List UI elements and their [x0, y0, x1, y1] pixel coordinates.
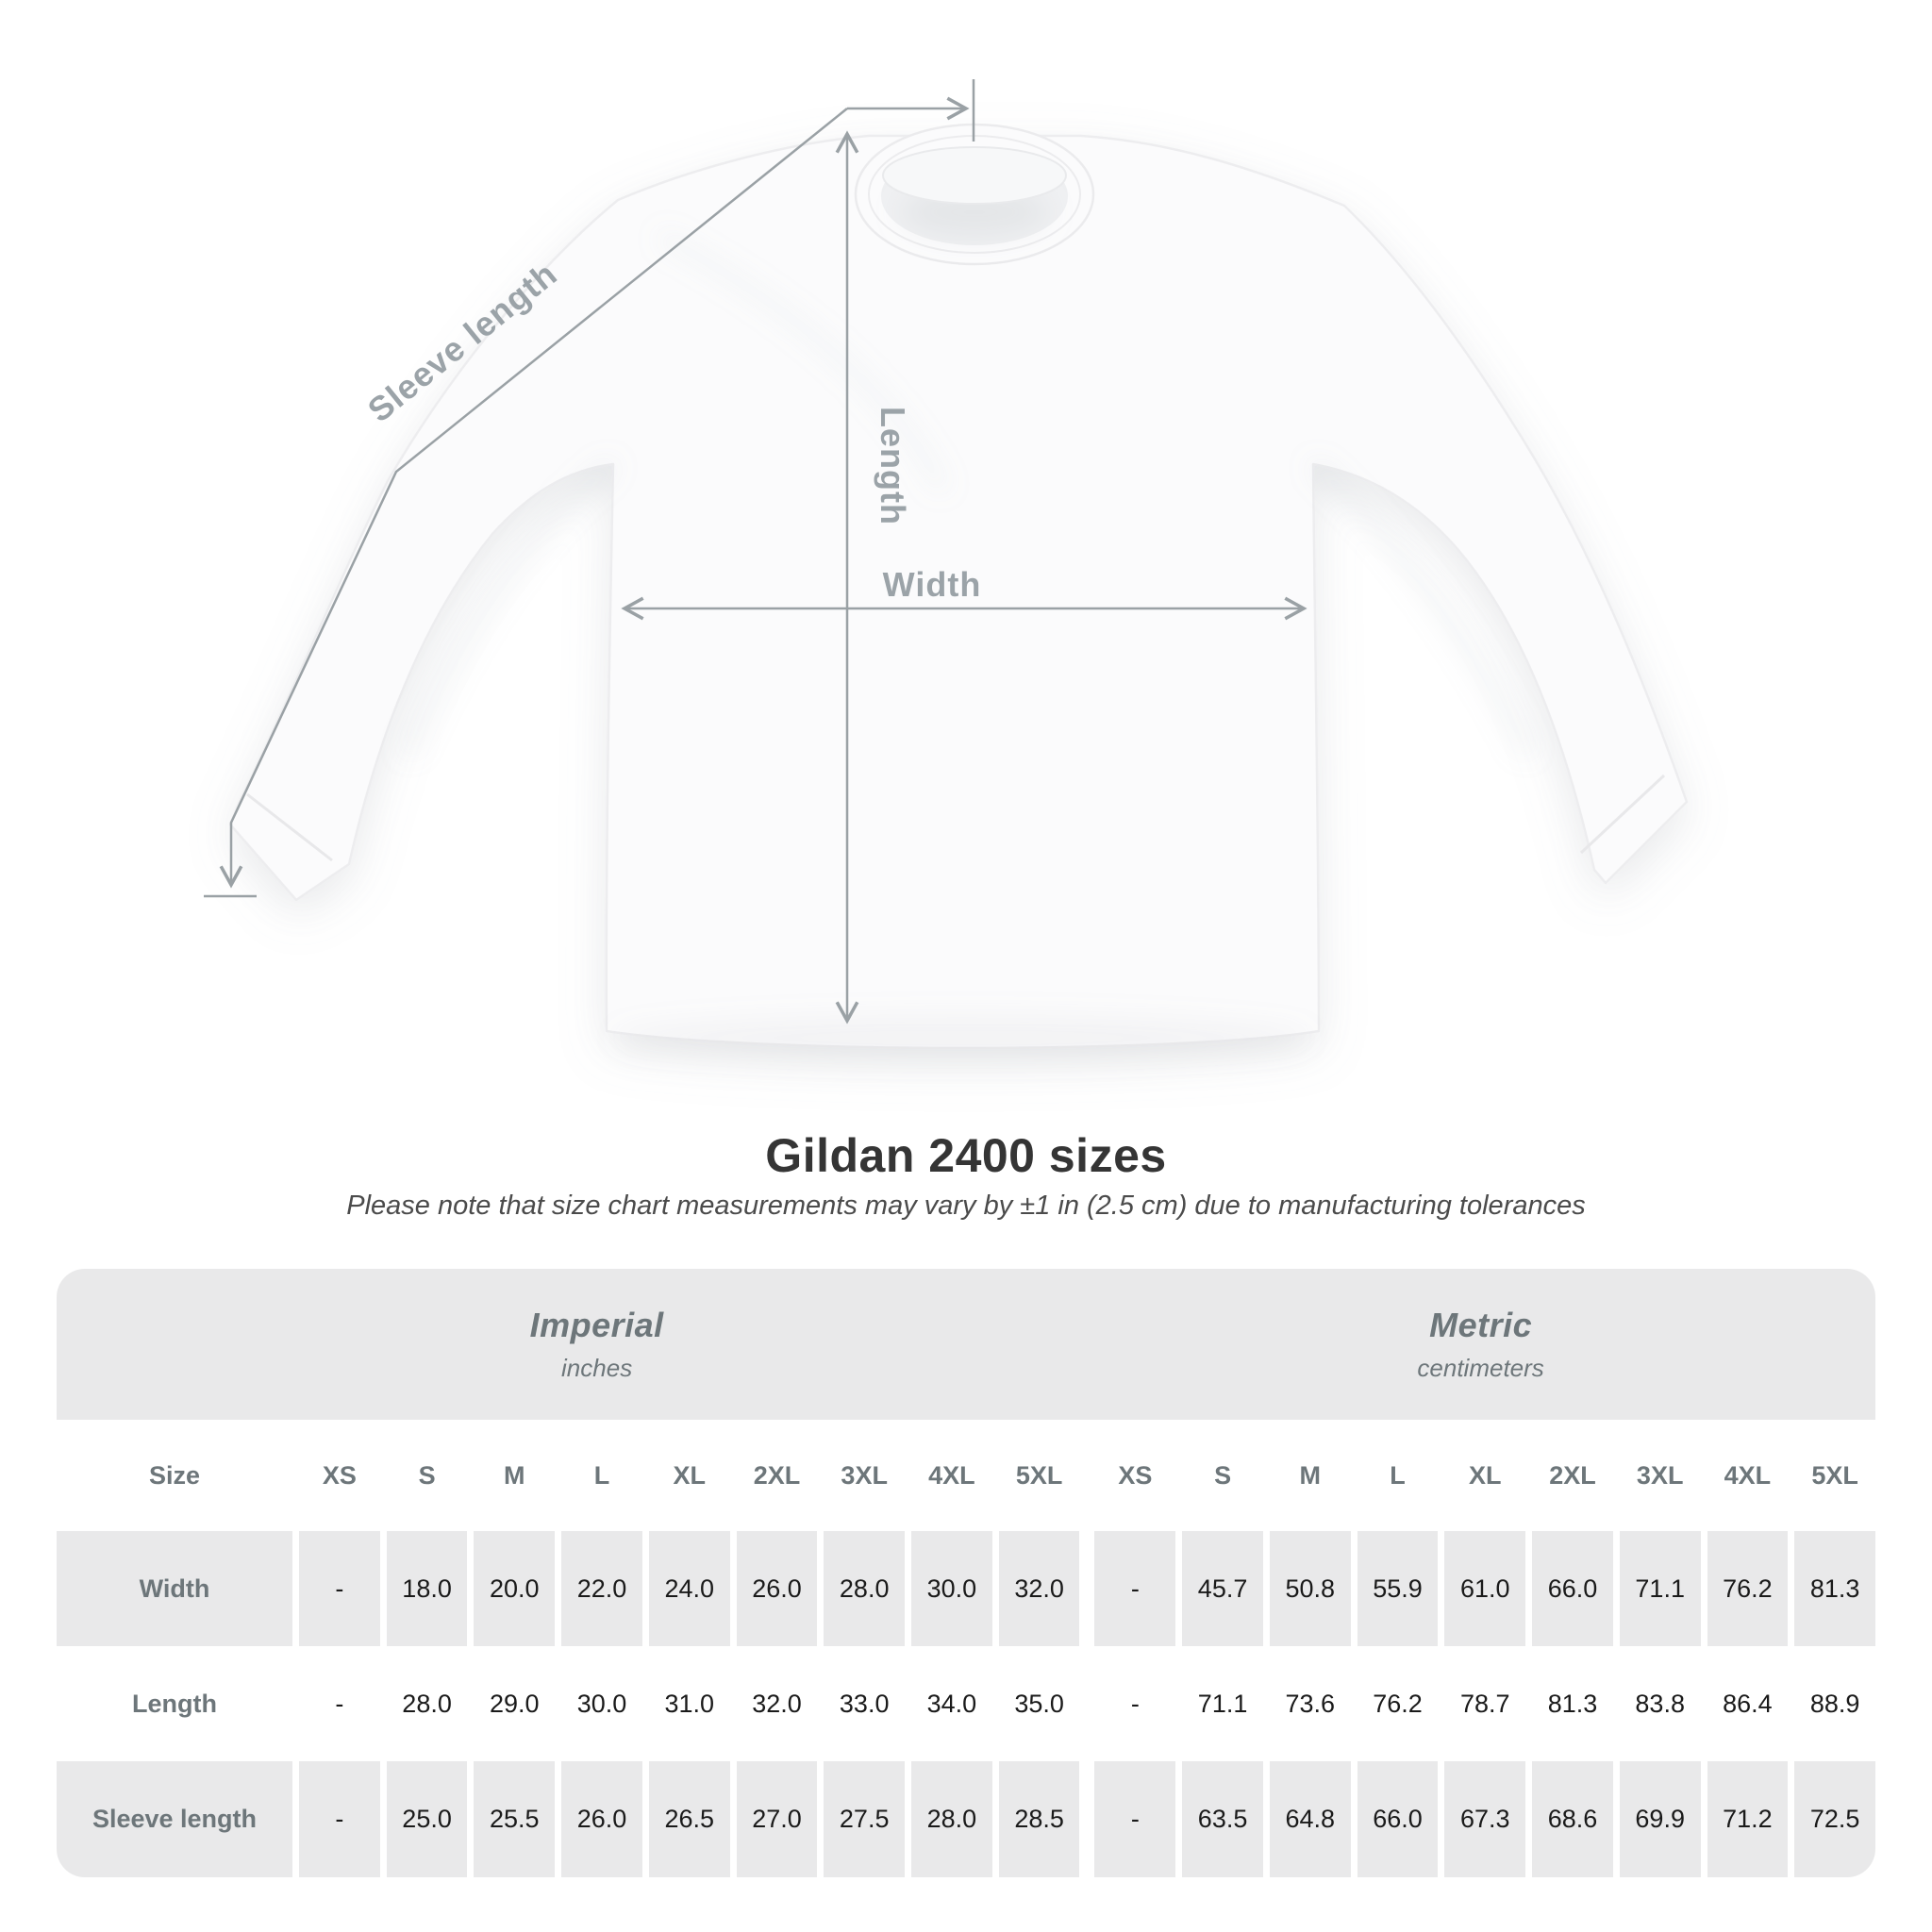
value-cell: 29.0 — [474, 1646, 556, 1761]
value-cell: 71.1 — [1619, 1531, 1701, 1646]
value-cell: 76.2 — [1707, 1531, 1789, 1646]
value-cell: 27.0 — [736, 1761, 818, 1877]
value-cell: 71.2 — [1707, 1761, 1789, 1877]
column-header-imperial-m: M — [474, 1420, 556, 1531]
value-cell: 81.3 — [1532, 1646, 1613, 1761]
value-cell: 35.0 — [998, 1646, 1080, 1761]
column-header-imperial-xs: XS — [299, 1420, 380, 1531]
value-cell: 18.0 — [386, 1531, 468, 1646]
value-cell: - — [1094, 1646, 1176, 1761]
sleeve-length-line — [219, 108, 848, 889]
value-cell: - — [299, 1761, 380, 1877]
value-cell: - — [1094, 1761, 1176, 1877]
value-cell: 72.5 — [1794, 1761, 1875, 1877]
value-cell: 25.5 — [474, 1761, 556, 1877]
value-cell: 24.0 — [648, 1531, 730, 1646]
value-cell: 67.3 — [1444, 1761, 1526, 1877]
value-cell: 25.0 — [386, 1761, 468, 1877]
section-spacer — [1086, 1531, 1089, 1646]
row-label-length: Length — [57, 1646, 292, 1761]
section-spacer — [1086, 1761, 1089, 1877]
value-cell: 20.0 — [474, 1531, 556, 1646]
unit-header-band: Imperial inches Metric centimeters — [57, 1269, 1875, 1420]
value-cell: 32.0 — [736, 1646, 818, 1761]
value-cell: 73.6 — [1269, 1646, 1351, 1761]
value-cell: 26.0 — [561, 1761, 642, 1877]
value-cell: 88.9 — [1794, 1646, 1875, 1761]
column-header-metric-s: S — [1182, 1420, 1263, 1531]
column-header-imperial-s: S — [386, 1420, 468, 1531]
column-header-metric-3xl: 3XL — [1619, 1420, 1701, 1531]
value-cell: 81.3 — [1794, 1531, 1875, 1646]
section-spacer — [1086, 1646, 1089, 1761]
column-header-size: Size — [57, 1420, 292, 1531]
value-cell: 66.0 — [1357, 1761, 1439, 1877]
column-header-imperial-3xl: 3XL — [824, 1420, 906, 1531]
shirt-measurement-diagram: Sleeve length Length Width — [204, 79, 1689, 1058]
page-subtitle: Please note that size chart measurements… — [346, 1191, 1586, 1221]
value-cell: 28.0 — [911, 1761, 992, 1877]
column-header-metric-xs: XS — [1094, 1420, 1176, 1531]
value-cell: - — [299, 1531, 380, 1646]
value-cell: 61.0 — [1444, 1531, 1526, 1646]
value-cell: 66.0 — [1532, 1531, 1613, 1646]
value-cell: 69.9 — [1619, 1761, 1701, 1877]
value-cell: 28.0 — [386, 1646, 468, 1761]
value-cell: 33.0 — [824, 1646, 906, 1761]
value-cell: 64.8 — [1269, 1761, 1351, 1877]
column-header-metric-2xl: 2XL — [1532, 1420, 1613, 1531]
value-cell: 78.7 — [1444, 1646, 1526, 1761]
column-header-imperial-5xl: 5XL — [998, 1420, 1080, 1531]
value-cell: 30.0 — [911, 1531, 992, 1646]
value-cell: 71.1 — [1182, 1646, 1263, 1761]
value-cell: 45.7 — [1182, 1531, 1263, 1646]
column-header-imperial-xl: XL — [648, 1420, 730, 1531]
shirt-collar — [854, 123, 1095, 266]
value-cell: 76.2 — [1357, 1646, 1439, 1761]
value-cell: 32.0 — [998, 1531, 1080, 1646]
column-header-metric-l: L — [1357, 1420, 1439, 1531]
shirt-image — [228, 123, 1689, 1058]
value-cell: 26.5 — [648, 1761, 730, 1877]
value-cell: - — [1094, 1531, 1176, 1646]
value-cell: 63.5 — [1182, 1761, 1263, 1877]
measurement-annotations — [204, 79, 1307, 1024]
column-header-imperial-2xl: 2XL — [736, 1420, 818, 1531]
row-label-width: Width — [57, 1531, 292, 1646]
metric-section-unit: centimeters — [1417, 1354, 1544, 1382]
value-cell: 28.0 — [824, 1531, 906, 1646]
value-cell: 83.8 — [1619, 1646, 1701, 1761]
column-header-metric-4xl: 4XL — [1707, 1420, 1789, 1531]
metric-section-title: Metric — [1429, 1306, 1533, 1344]
column-header-metric-m: M — [1269, 1420, 1351, 1531]
value-cell: 26.0 — [736, 1531, 818, 1646]
column-header-metric-5xl: 5XL — [1794, 1420, 1875, 1531]
value-cell: 22.0 — [561, 1531, 642, 1646]
width-label: Width — [883, 565, 982, 604]
size-table: Imperial inches Metric centimeters Size X… — [57, 1269, 1875, 1877]
value-cell: - — [299, 1646, 380, 1761]
imperial-section-title: Imperial — [529, 1306, 664, 1344]
value-cell: 31.0 — [648, 1646, 730, 1761]
value-cell: 50.8 — [1269, 1531, 1351, 1646]
value-cell: 68.6 — [1532, 1761, 1613, 1877]
page-title: Gildan 2400 sizes — [765, 1129, 1167, 1182]
value-cell: 30.0 — [561, 1646, 642, 1761]
column-header-metric-xl: XL — [1444, 1420, 1526, 1531]
value-cell: 86.4 — [1707, 1646, 1789, 1761]
value-cell: 27.5 — [824, 1761, 906, 1877]
column-header-imperial-l: L — [561, 1420, 642, 1531]
metric-section-header: Metric centimeters — [1086, 1269, 1875, 1420]
value-cell: 55.9 — [1357, 1531, 1439, 1646]
column-header-imperial-4xl: 4XL — [911, 1420, 992, 1531]
value-cell: 28.5 — [998, 1761, 1080, 1877]
length-label: Length — [874, 407, 912, 525]
size-grid: Size XS S M L XL 2XL 3XL 4XL 5XL XS S M L XL 2XL 3XL 4XL 5… — [57, 1420, 1875, 1877]
imperial-section-unit: inches — [561, 1354, 633, 1382]
row-label-sleeve-length: Sleeve length — [57, 1761, 292, 1877]
imperial-section-header: Imperial inches — [57, 1269, 1086, 1420]
section-spacer — [1086, 1420, 1089, 1531]
value-cell: 34.0 — [911, 1646, 992, 1761]
